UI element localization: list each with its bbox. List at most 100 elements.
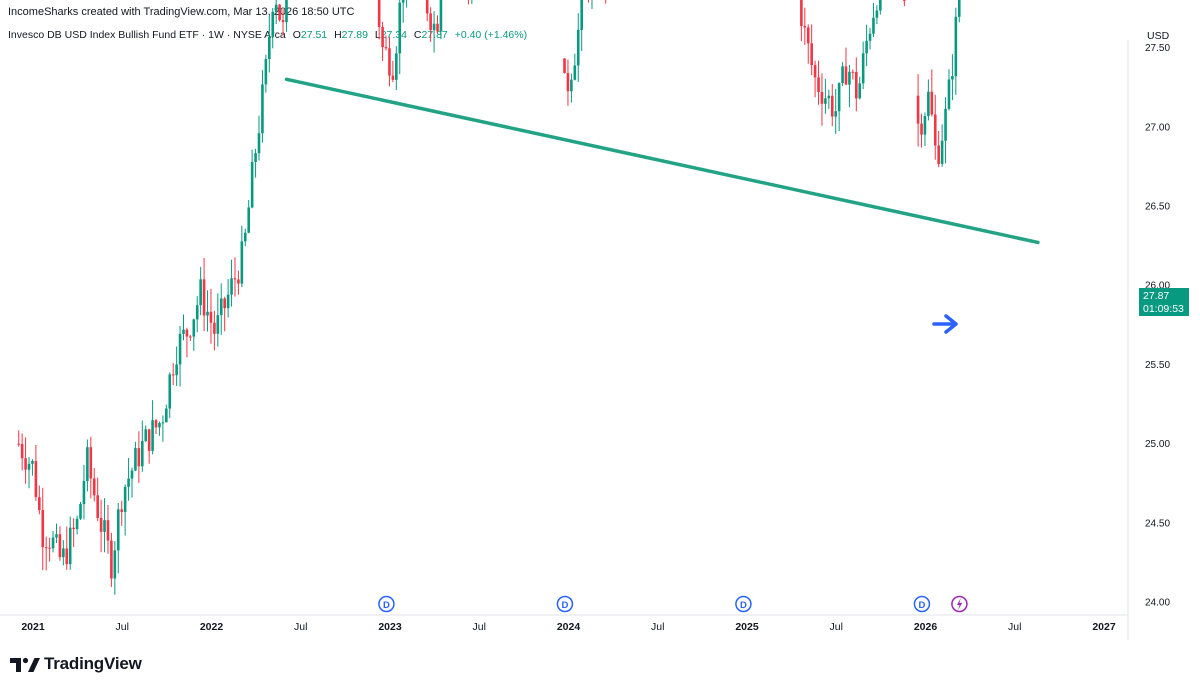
candle-body [875,10,879,18]
candle-body [134,448,137,471]
symbol-title[interactable]: Invesco DB USD Index Bullish Fund ETF · … [8,29,286,41]
candle-body [879,0,882,11]
candle-body [425,0,429,14]
candle-body [120,509,124,512]
high-label: H [334,29,342,41]
x-tick-label: 2024 [557,621,581,633]
candle-body [398,2,402,54]
candle-body [89,447,93,479]
candle-body [927,91,930,117]
y-tick-label: 26.50 [1145,202,1170,213]
x-tick-label: 2022 [200,621,224,633]
candle-body [62,548,65,558]
x-tick-label: Jul [651,621,664,633]
candle-body [182,329,185,334]
dividend-mark[interactable]: D [556,595,574,613]
candle-body [827,95,831,99]
candle-body [432,23,436,31]
candle-body [17,443,21,445]
candle-body [79,504,82,519]
high-value: 27.89 [341,29,368,41]
candle-body [944,108,947,141]
candle-body [951,76,954,80]
x-tick-label: Jul [473,621,486,633]
x-tick-label: 2023 [378,621,402,633]
dividend-mark[interactable]: D [378,595,395,613]
candle-body [147,429,151,451]
lightning-icon[interactable] [951,595,968,613]
candle-body [154,420,158,428]
candle-body [278,4,281,21]
candle-body [439,0,443,32]
candle-body [940,140,944,164]
candle-body [254,153,257,162]
candle-body [271,11,275,37]
candle-body [576,29,580,66]
candle-body [563,58,566,74]
candle-body [391,75,395,80]
candle-body [96,495,99,518]
candle-body [824,98,827,104]
y-tick-label: 24.50 [1145,518,1170,529]
channel-lower-line[interactable] [284,77,1040,245]
y-tick-label: 27.00 [1145,122,1170,133]
candle-body [185,329,189,337]
candle-body [930,91,934,115]
candle-body [851,71,855,73]
candle-body [189,336,192,338]
candle-body [820,92,824,104]
dividend-mark-circle [378,595,395,613]
currency-label[interactable]: USD [1147,30,1170,42]
candle-body [264,58,268,85]
candle-body [168,374,172,409]
blue-arrow-icon [932,314,958,334]
x-tick-label: 2026 [914,621,938,633]
candle-body [933,114,937,146]
dividend-mark-label: D [561,600,568,611]
candle-body [268,36,271,59]
candle-body [570,79,573,92]
candle-body [31,460,34,464]
candle-body [161,422,165,424]
candle-body [199,279,202,306]
candle-body [195,305,199,320]
dividend-mark[interactable]: D [913,595,931,613]
candle-body [86,447,89,482]
candle-body [192,319,196,337]
x-tick-label: Jul [116,621,129,633]
candle-body [158,422,161,428]
candle-body [872,17,875,34]
x-tick-label: Jul [830,621,843,633]
candle-body [920,123,923,135]
candle-body [20,443,24,459]
candle-body [388,48,391,76]
candle-body [250,161,254,208]
dividend-mark[interactable]: D [735,595,752,613]
open-label: O [292,29,301,41]
tradingview-logo[interactable]: TradingView [10,654,142,674]
candle-body [219,298,223,316]
candle-body [937,145,940,164]
candle-body [381,26,384,48]
candle-body [209,311,213,323]
candle-body [113,550,117,579]
candle-body [38,497,41,511]
candle-body [916,95,920,124]
candle-body [123,486,127,512]
y-tick-label: 25.00 [1145,439,1170,450]
candle-body [243,232,247,242]
candle-body [384,47,388,49]
candle-body [65,548,69,565]
candle-body [82,481,86,505]
candle-body [171,374,175,376]
candle-body [237,279,240,284]
dividend-mark-label: D [383,600,390,611]
last-price-tag: 27.87 01:09:53 [1139,288,1189,316]
bar-countdown: 01:09:53 [1143,303,1184,315]
candle-body [401,0,405,3]
logo-text: TradingView [44,654,142,673]
x-tick-label: Jul [294,621,307,633]
candle-body [48,547,51,549]
candle-body [165,408,168,423]
